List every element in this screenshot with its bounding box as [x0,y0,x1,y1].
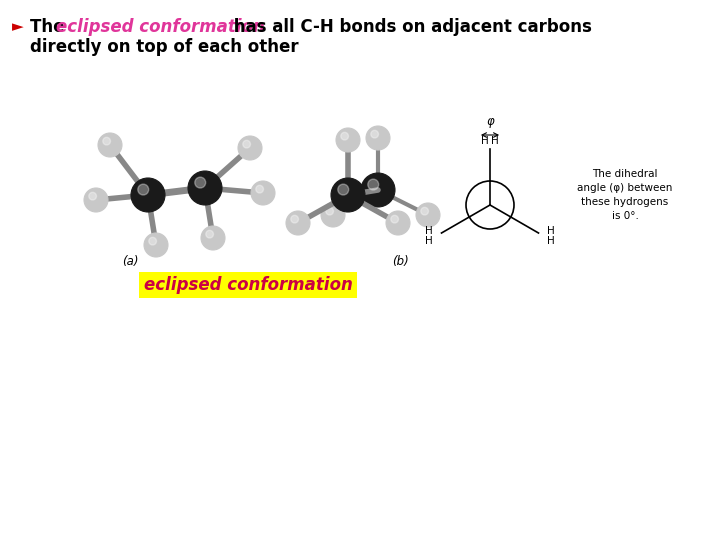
Circle shape [420,207,428,215]
Circle shape [366,126,390,150]
Text: H: H [491,136,499,146]
Circle shape [98,133,122,157]
Text: eclipsed conformation: eclipsed conformation [143,276,352,294]
Circle shape [138,184,149,195]
Text: (a): (a) [122,255,138,268]
Circle shape [371,130,379,138]
Text: directly on top of each other: directly on top of each other [30,38,299,56]
Circle shape [251,181,275,205]
Circle shape [84,188,108,212]
Circle shape [144,233,168,257]
Circle shape [238,136,262,160]
Circle shape [131,178,165,212]
Circle shape [391,215,398,223]
Circle shape [341,132,348,140]
Circle shape [206,231,214,238]
Circle shape [256,185,264,193]
Circle shape [361,173,395,207]
Text: The: The [30,18,71,36]
Text: H: H [426,235,433,246]
Circle shape [243,140,251,148]
Text: eclipsed conformation: eclipsed conformation [56,18,265,36]
Text: H: H [426,226,433,237]
Circle shape [291,215,299,223]
Text: has all C-H bonds on adjacent carbons: has all C-H bonds on adjacent carbons [228,18,592,36]
Circle shape [325,207,333,215]
Circle shape [416,203,440,227]
Text: H: H [547,226,554,237]
Circle shape [286,211,310,235]
Text: ►: ► [12,19,24,35]
Circle shape [321,203,345,227]
Text: H: H [481,136,489,146]
Circle shape [331,178,365,212]
Circle shape [386,211,410,235]
Text: The dihedral
angle (φ) between
these hydrogens
is 0°.: The dihedral angle (φ) between these hyd… [577,169,672,221]
Text: φ: φ [486,115,494,128]
Text: H: H [547,235,554,246]
Circle shape [368,179,379,190]
Circle shape [89,192,96,200]
Text: (b): (b) [392,255,408,268]
Circle shape [188,171,222,205]
Circle shape [103,137,110,145]
Circle shape [201,226,225,250]
Circle shape [195,177,206,188]
Circle shape [149,237,156,245]
Circle shape [336,128,360,152]
Circle shape [338,184,348,195]
